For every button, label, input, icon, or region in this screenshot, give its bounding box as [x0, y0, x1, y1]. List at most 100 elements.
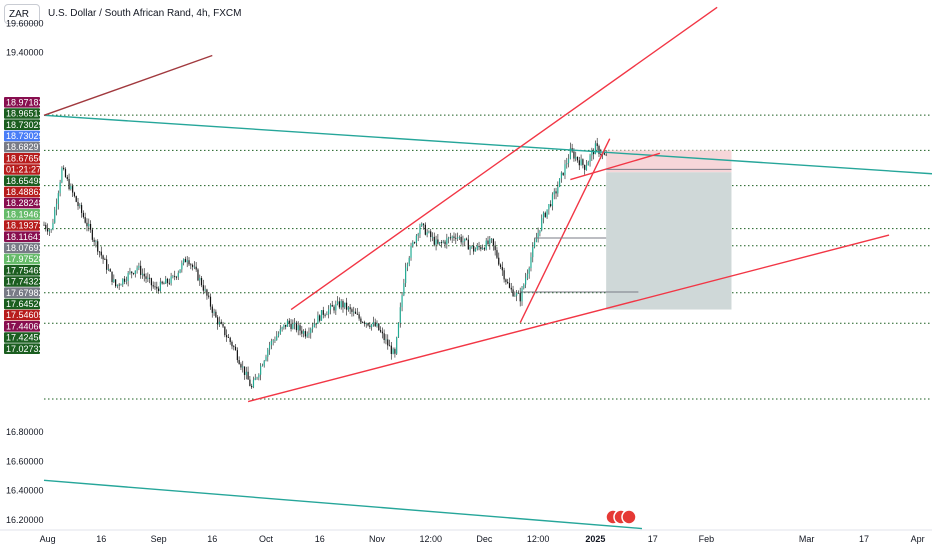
candle-body: [118, 284, 120, 286]
candle-body: [381, 331, 383, 334]
symbol-search-box[interactable]: ZAR: [4, 4, 40, 24]
price-badge-label: 17.02732: [6, 344, 44, 354]
position-stop-zone[interactable]: [606, 150, 732, 173]
candle-body: [84, 217, 86, 223]
candle-body: [489, 238, 491, 245]
candle-body: [421, 223, 423, 227]
candle-body: [394, 349, 396, 354]
candle-body: [598, 146, 600, 154]
trend-line[interactable]: [290, 6, 718, 311]
candle-body: [168, 282, 170, 284]
candle-body: [145, 276, 147, 279]
candle-body: [240, 364, 242, 368]
candle-body: [453, 236, 455, 238]
price-badge: [4, 242, 40, 254]
candle-body: [347, 307, 349, 310]
candle-body: [93, 239, 95, 242]
candle-body: [440, 242, 443, 243]
price-tick-label: 16.20000: [6, 515, 44, 525]
candle-body: [507, 281, 509, 284]
candle-body: [415, 235, 417, 243]
candle-body: [256, 377, 258, 379]
candle-body: [100, 251, 102, 256]
candle-body: [179, 269, 181, 273]
candle-body: [508, 283, 511, 288]
candle-body: [306, 334, 308, 337]
candle-body: [181, 263, 183, 270]
economic-events[interactable]: [605, 509, 637, 525]
trend-line[interactable]: [43, 479, 643, 530]
chart-title: U.S. Dollar / South African Rand, 4h, FX…: [48, 8, 242, 19]
candle-body: [141, 273, 144, 275]
time-tick-label: 2025: [585, 534, 605, 544]
candle-body: [408, 257, 410, 264]
candle-body: [70, 186, 72, 190]
candle-body: [116, 284, 119, 287]
candle-body: [331, 305, 333, 307]
price-badge: [4, 231, 40, 242]
candle-body: [193, 266, 195, 268]
price-badge-label: 17.97528: [6, 254, 44, 264]
candle-body: [378, 323, 380, 331]
candle-body: [521, 288, 523, 302]
price-axis[interactable]: 19.60000 19.40000 16.80000 16.60000 16.40000…: [6, 18, 44, 524]
candle-body: [362, 322, 364, 324]
price-badge: [4, 97, 40, 108]
candle-body: [551, 194, 554, 207]
candle-body: [199, 278, 201, 281]
candle-body: [261, 365, 264, 367]
candle-body: [295, 322, 298, 331]
candle-body: [539, 230, 541, 233]
candle-body: [483, 248, 486, 250]
time-tick-label: Mar: [799, 534, 815, 544]
candle-body: [260, 366, 262, 375]
time-axis[interactable]: Aug 16 Sep 16 Oct 16 Nov 12:00 Dec 12:00 2025 17 Feb…: [0, 529, 932, 544]
position-tool[interactable]: [606, 150, 732, 310]
price-tick-label: 19.60000: [6, 18, 44, 28]
candle-body: [578, 160, 580, 166]
trend-line[interactable]: [247, 234, 890, 403]
candle-body: [544, 212, 546, 217]
candle-body: [328, 309, 330, 315]
candle-body: [503, 270, 505, 280]
candle-body: [191, 264, 194, 267]
candle-body: [188, 260, 190, 265]
position-target-zone[interactable]: [606, 172, 732, 310]
candle-body: [218, 321, 221, 325]
trend-line[interactable]: [43, 54, 213, 117]
candle-body: [555, 191, 557, 194]
candle-body: [530, 257, 532, 269]
candle-body: [358, 314, 360, 319]
trend-line[interactable]: [43, 114, 932, 175]
candle-body: [526, 273, 528, 279]
candle-body: [562, 172, 564, 176]
candle-body: [532, 247, 534, 258]
candle-body: [106, 259, 108, 270]
price-badge: [4, 253, 40, 265]
candle-body: [541, 218, 543, 231]
candle-body: [174, 275, 176, 277]
candle-body: [134, 270, 136, 275]
candle-body: [109, 269, 111, 272]
candle-body: [97, 241, 99, 252]
candle-body: [413, 242, 416, 244]
candle-body: [505, 279, 507, 282]
price-badge-label: 18.48862: [6, 187, 44, 197]
candle-body: [143, 273, 145, 277]
candle-body: [387, 339, 389, 346]
candle-body: [170, 276, 172, 284]
price-badge: [4, 119, 40, 130]
trend-line[interactable]: [570, 152, 661, 181]
candle-body: [177, 272, 179, 278]
candle-body: [519, 293, 521, 302]
price-tick-label: 16.80000: [6, 427, 44, 437]
candle-body: [424, 224, 426, 235]
trendline-group[interactable]: [43, 6, 932, 530]
candle-body: [238, 360, 240, 365]
candle-body: [553, 191, 555, 195]
candle-body: [446, 238, 448, 245]
price-badge: [4, 141, 40, 153]
candle-body: [349, 307, 351, 310]
candle-body: [596, 143, 598, 147]
